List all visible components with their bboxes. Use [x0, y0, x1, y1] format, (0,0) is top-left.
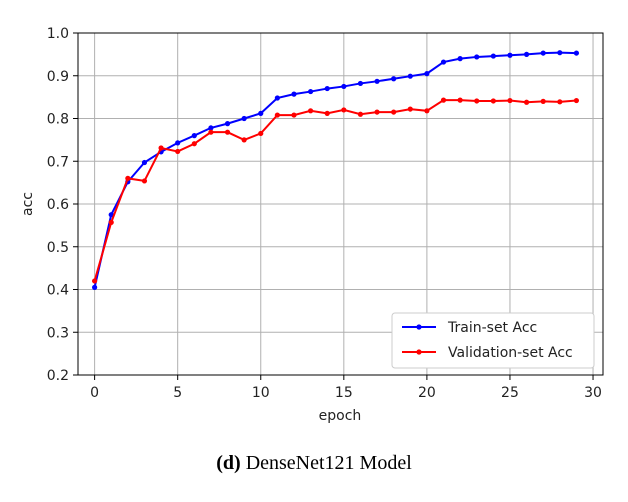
caption-text: DenseNet121 Model [240, 452, 412, 474]
data-point-0 [374, 78, 380, 84]
data-point-1 [92, 278, 98, 284]
data-point-0 [490, 53, 496, 59]
data-point-1 [407, 106, 413, 112]
data-point-0 [474, 54, 480, 60]
y-tick-label: 0.6 [47, 197, 69, 213]
data-point-0 [573, 50, 580, 56]
accuracy-chart: 0 5 10 15 20 25 300.20.30.40.50.60.70.80.91.0 … [20, 26, 604, 424]
data-point-1 [341, 107, 347, 113]
data-point-0 [457, 56, 463, 62]
legend-label-validation: Validation-set Acc [448, 345, 573, 361]
x-tick-label: 5 [173, 385, 182, 401]
legend-label-train: Train-set Acc [447, 320, 537, 336]
legend: Train-set Acc Validation-set Acc [391, 312, 595, 369]
data-point-0 [274, 95, 280, 101]
data-point-1 [307, 108, 314, 114]
series-lines [92, 50, 580, 290]
data-point-1 [457, 97, 463, 103]
data-point-1 [241, 137, 247, 143]
data-point-0 [258, 110, 264, 116]
series-line-0 [93, 51, 577, 288]
data-point-1 [175, 148, 181, 155]
y-axis-label: acc [20, 192, 36, 216]
data-point-0 [523, 51, 530, 57]
data-point-1 [474, 98, 480, 104]
data-point-0 [241, 115, 247, 122]
caption-label: (d) [216, 452, 241, 474]
data-point-1 [141, 178, 148, 184]
data-point-0 [92, 284, 98, 290]
data-point-0 [424, 71, 430, 77]
data-point-0 [540, 50, 546, 56]
data-point-0 [208, 125, 214, 131]
y-tick-label: 0.5 [47, 240, 69, 256]
x-tick-label: 0 [90, 385, 99, 401]
data-point-0 [224, 121, 231, 127]
data-point-1 [374, 109, 380, 115]
data-point-0 [407, 73, 413, 79]
data-point-1 [507, 97, 513, 104]
data-point-0 [391, 76, 397, 82]
x-tick-label: 25 [501, 385, 519, 401]
y-tick-label: 0.2 [47, 368, 69, 384]
data-point-0 [307, 88, 314, 95]
data-point-1 [540, 98, 546, 104]
data-point-1 [324, 110, 330, 116]
y-tick-label: 0.3 [47, 325, 69, 341]
data-point-1 [158, 145, 164, 151]
data-point-0 [108, 212, 114, 218]
data-point-1 [391, 109, 397, 115]
data-point-1 [258, 130, 264, 137]
data-point-1 [573, 97, 580, 104]
x-tick-label: 15 [335, 385, 353, 401]
x-axis-label: epoch [319, 408, 362, 424]
data-point-1 [357, 111, 364, 117]
y-tick-label: 0.7 [47, 154, 69, 170]
y-tick-label: 1.0 [47, 26, 69, 42]
x-tick-label: 10 [252, 385, 270, 401]
data-point-1 [224, 129, 231, 135]
data-point-0 [175, 140, 181, 146]
x-tick-label: 20 [418, 385, 436, 401]
data-point-0 [141, 159, 148, 166]
legend-swatch-marker-0 [416, 324, 422, 330]
data-point-0 [440, 59, 447, 65]
data-point-0 [291, 91, 297, 97]
data-point-0 [341, 83, 347, 90]
data-point-1 [424, 108, 430, 114]
series-line-1 [93, 99, 577, 282]
data-point-1 [523, 99, 530, 105]
data-point-1 [208, 129, 214, 135]
data-point-1 [191, 141, 197, 147]
axis-ticks: 0 5 10 15 20 25 30 0.2 0.3 0.4 0.5 0.6 0.7 0.8 0.9 1.0 [47, 26, 602, 401]
grid-lines [78, 32, 603, 376]
y-tick-label: 0.8 [47, 112, 69, 128]
data-point-0 [507, 52, 513, 58]
data-point-1 [108, 219, 114, 225]
data-point-0 [191, 133, 197, 139]
data-point-1 [557, 99, 563, 105]
legend-box [391, 312, 595, 369]
data-point-1 [291, 112, 297, 118]
data-point-0 [324, 85, 330, 92]
data-point-0 [557, 50, 563, 56]
data-point-1 [125, 175, 131, 181]
y-tick-label: 0.4 [47, 283, 69, 299]
data-point-0 [357, 80, 364, 87]
y-tick-label: 0.9 [47, 69, 69, 85]
data-point-1 [490, 98, 496, 104]
data-point-1 [274, 112, 280, 118]
x-tick-label: 30 [584, 385, 602, 401]
legend-swatch-marker-1 [416, 349, 422, 355]
data-point-1 [440, 97, 447, 103]
figure-caption: (d) DenseNet121 Model [0, 452, 628, 475]
